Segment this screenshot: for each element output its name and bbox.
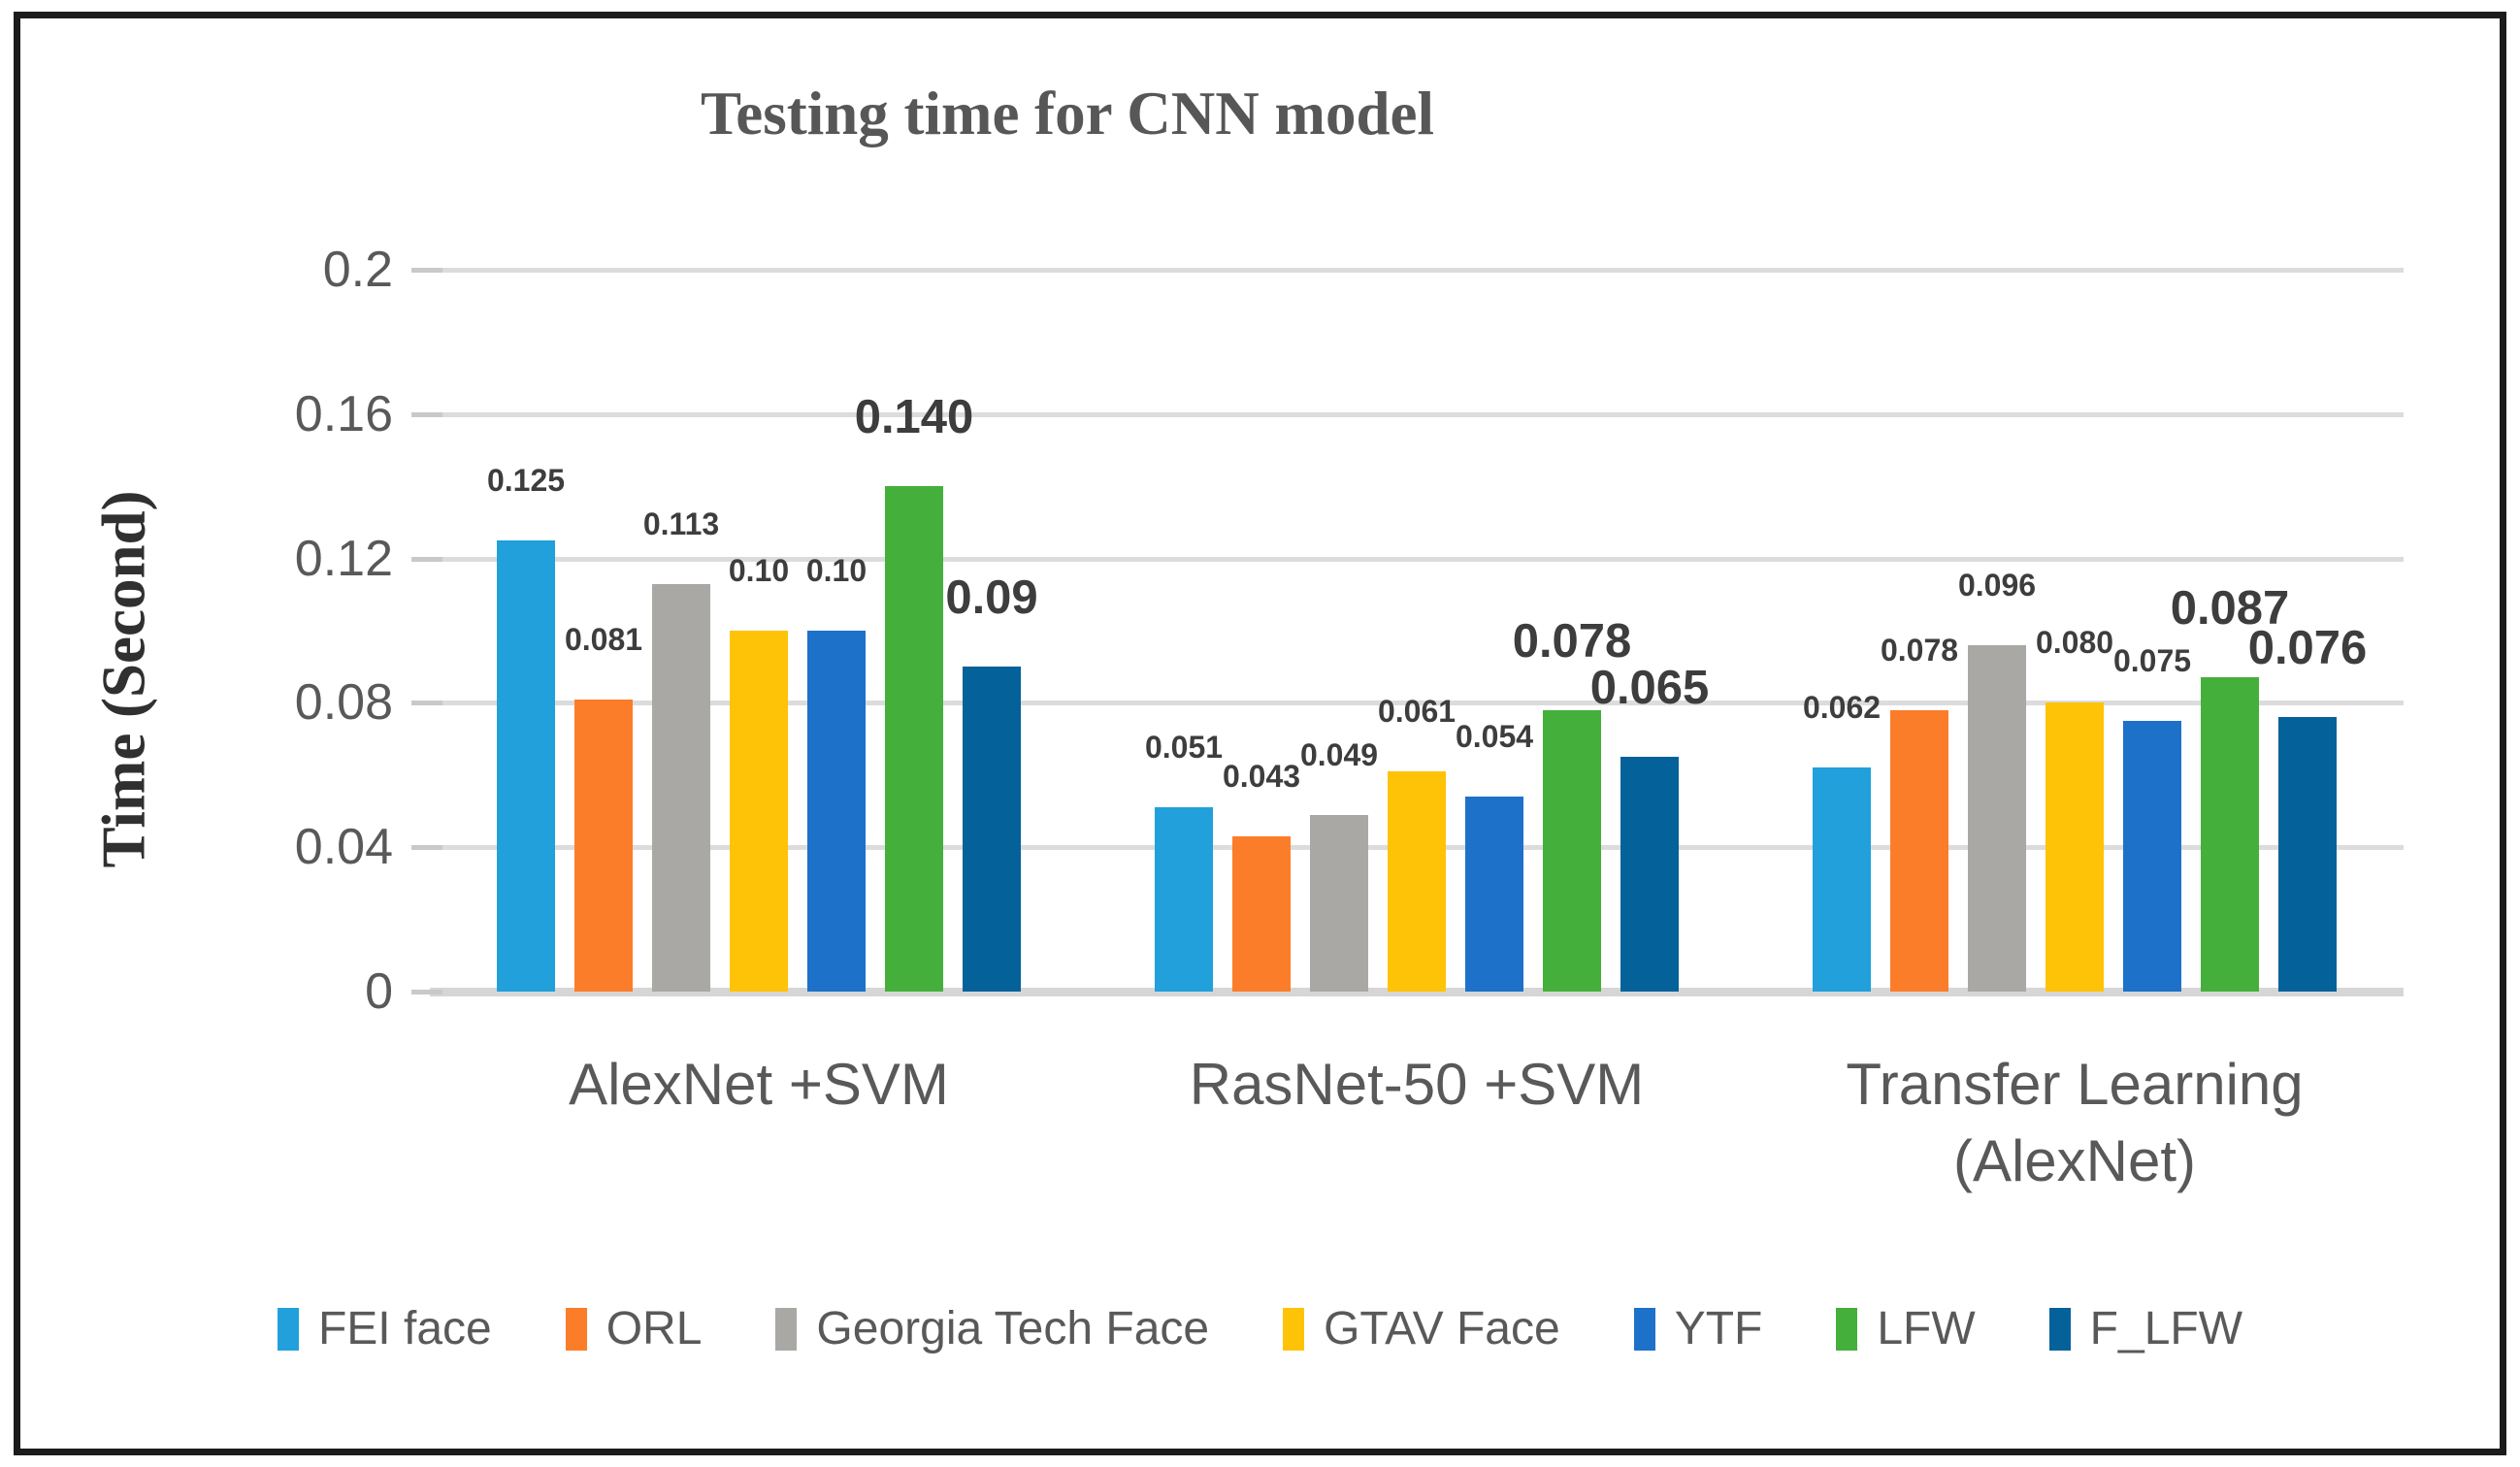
y-axis-tick	[411, 268, 442, 273]
category-label: AlexNet +SVM	[430, 1046, 1088, 1123]
bar	[730, 631, 788, 992]
legend-item: F_LFW	[2048, 1303, 2243, 1354]
bar	[2278, 717, 2337, 992]
legend-label: FEI face	[317, 1303, 492, 1354]
bar	[2045, 702, 2104, 992]
bar	[1890, 709, 1948, 992]
y-tick-label: 0	[365, 963, 393, 1020]
category-label-text: AlexNet +SVM	[569, 1052, 949, 1117]
bar	[1232, 836, 1291, 992]
legend-swatch	[2048, 1308, 2071, 1351]
y-tick-label: 0.16	[294, 385, 393, 442]
bar-value-label: 0.049	[1299, 736, 1379, 772]
bar-value-label: 0.076	[2247, 622, 2368, 675]
bar	[963, 667, 1021, 992]
gridline	[430, 268, 2404, 273]
bar	[574, 699, 633, 992]
legend-item: Georgia Tech Face	[775, 1306, 1209, 1353]
bar-value-label: 0.087	[2170, 582, 2290, 636]
legend-item: ORL	[565, 1303, 703, 1354]
bar	[807, 631, 866, 992]
bar	[1620, 757, 1679, 992]
legend: FEI face ORL Georgia Tech Face GTAV Face YTF…	[0, 1306, 2520, 1353]
gridline	[430, 411, 2404, 417]
bar-value-label: 0.061	[1377, 694, 1456, 730]
legend-label: ORL	[605, 1303, 703, 1354]
legend-item: GTAV Face	[1283, 1306, 1560, 1353]
y-axis-tick	[411, 556, 442, 562]
category-label: RasNet-50 +SVM	[1088, 1046, 1746, 1123]
legend-swatch	[775, 1308, 798, 1351]
y-axis-tick	[411, 990, 442, 994]
gridline	[430, 988, 2404, 996]
legend-swatch	[1633, 1308, 1655, 1351]
bar-value-label: 0.081	[564, 621, 643, 657]
bar-value-label: 0.080	[2035, 625, 2114, 661]
bar	[1813, 767, 1871, 992]
gridline	[430, 701, 2404, 706]
legend-label: Georgia Tech Face	[816, 1303, 1210, 1354]
plot-area: 0.125 0.081 0.113 0.10 0.10 0.140 0.09 0.051 0.0…	[430, 270, 2404, 992]
bar	[1968, 644, 2026, 992]
bar-value-label: 0.075	[2112, 643, 2192, 678]
bar-value-label: 0.09	[945, 571, 1038, 625]
bar	[1310, 814, 1368, 992]
legend-label: F_LFW	[2089, 1303, 2243, 1354]
bar-value-label: 0.054	[1455, 719, 1534, 755]
y-axis-tick	[411, 701, 442, 706]
y-tick-label: 0.08	[294, 674, 393, 732]
legend-label: GTAV Face	[1324, 1303, 1560, 1354]
bar-value-label: 0.062	[1802, 690, 1882, 726]
legend-label: YTF	[1674, 1303, 1763, 1354]
bar-value-label: 0.140	[854, 391, 974, 444]
legend-swatch	[1283, 1308, 1305, 1351]
bar-value-label: 0.078	[1880, 632, 1959, 668]
y-axis-tick	[411, 411, 442, 417]
y-axis-tick	[411, 845, 442, 851]
bar-value-label: 0.113	[642, 505, 720, 541]
bar-value-label: 0.125	[486, 463, 566, 498]
category-label-text: Transfer Learning (AlexNet)	[1846, 1052, 2304, 1194]
chart-title: Testing time for CNN model	[701, 80, 1434, 147]
bar	[2123, 721, 2181, 992]
bar	[1388, 771, 1446, 992]
y-tick-label: 0.2	[322, 242, 393, 298]
y-tick-label: 0.04	[294, 819, 393, 876]
legend-swatch	[1836, 1308, 1858, 1351]
bar-value-label: 0.10	[728, 553, 790, 588]
category-label: Transfer Learning (AlexNet)	[1746, 1046, 2404, 1199]
bar	[1155, 807, 1213, 992]
y-tick-label: 0.12	[294, 530, 393, 587]
bar	[1543, 709, 1601, 992]
bar-value-label: 0.078	[1512, 614, 1632, 668]
gridline	[430, 556, 2404, 562]
legend-swatch	[565, 1308, 587, 1351]
bar-value-label: 0.043	[1222, 759, 1301, 795]
bar	[2201, 677, 2259, 992]
bar-value-label: 0.096	[1957, 567, 2037, 603]
bar	[497, 540, 555, 992]
legend-swatch	[277, 1308, 299, 1351]
bar	[885, 486, 943, 992]
bar-value-label: 0.051	[1144, 730, 1224, 766]
category-label-text: RasNet-50 +SVM	[1189, 1052, 1645, 1117]
bar-value-label: 0.065	[1589, 662, 1710, 715]
bar-value-label: 0.10	[805, 553, 867, 588]
bar	[1465, 797, 1523, 992]
legend-item: FEI face	[277, 1303, 492, 1354]
bar	[652, 583, 710, 992]
legend-item: LFW	[1836, 1303, 1976, 1354]
legend-item: YTF	[1633, 1303, 1763, 1354]
legend-label: LFW	[1877, 1303, 1976, 1354]
